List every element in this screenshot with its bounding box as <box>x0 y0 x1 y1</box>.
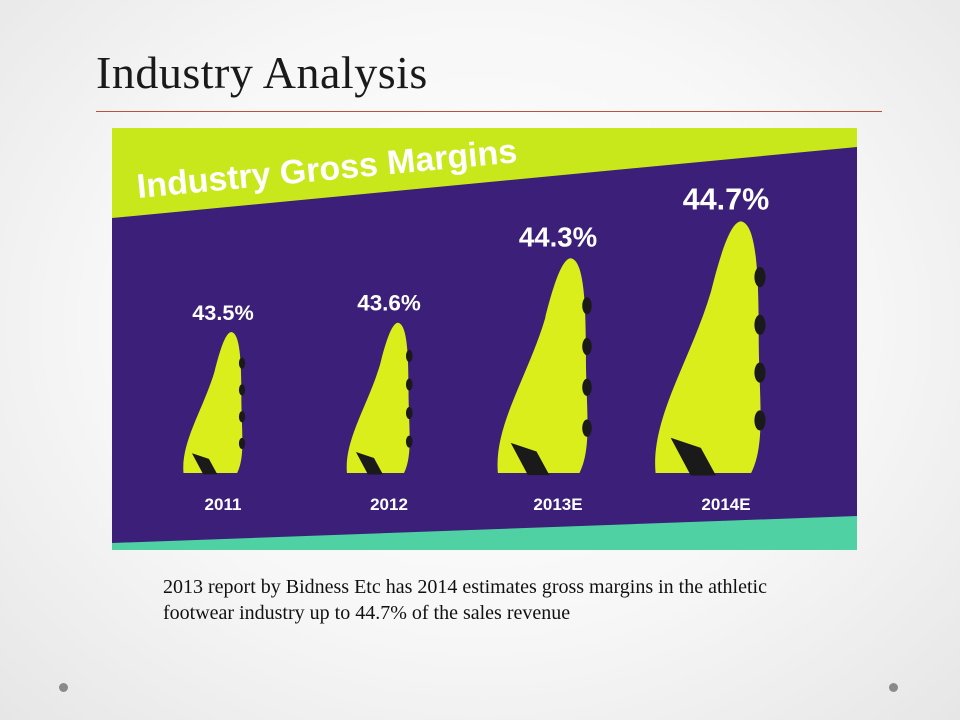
title-banner <box>112 128 857 218</box>
cleat-stud-2012-1 <box>405 407 413 420</box>
cleat-stud-2013E-1 <box>582 378 592 396</box>
cleat-stud-2014E-2 <box>754 314 766 335</box>
title-divider <box>96 111 882 112</box>
cleat-2014E <box>655 221 761 473</box>
cleat-stud-2011-3 <box>238 357 246 369</box>
cleat-heel-2012 <box>355 451 383 475</box>
slide-title: Industry Analysis <box>96 47 428 98</box>
cleat-stud-2013E-0 <box>582 419 592 437</box>
value-label-2013E: 44.3% <box>519 221 597 252</box>
footer-dot-right <box>889 683 898 692</box>
cleat-stud-2014E-0 <box>754 410 766 431</box>
cleat-stud-2011-1 <box>238 411 246 423</box>
cleat-2011 <box>183 331 243 473</box>
caption-text: 2013 report by Bidness Etc has 2014 esti… <box>163 576 767 624</box>
value-label-2014E: 44.7% <box>683 182 769 216</box>
value-label-2012: 43.6% <box>357 291 421 316</box>
value-label-2011: 43.5% <box>192 300 254 325</box>
category-label-2012: 2012 <box>370 495 408 514</box>
footer-dot-left <box>59 683 68 692</box>
cleat-2012 <box>346 322 410 473</box>
cleat-stud-2012-3 <box>405 349 413 362</box>
cleat-stud-2012-2 <box>405 378 413 391</box>
floor-band <box>112 516 857 550</box>
cleat-stud-2013E-3 <box>582 297 592 315</box>
cleat-stud-2011-0 <box>238 437 246 450</box>
cleat-stud-2011-2 <box>238 384 246 396</box>
cleat-stud-2014E-3 <box>754 266 766 288</box>
cleat-heel-2011 <box>191 453 218 475</box>
cleat-heel-2014E <box>670 437 716 476</box>
gross-margins-infographic: Industry Gross Margins 43.5% 2011 43.6% 201… <box>112 128 857 550</box>
cleat-2013E <box>497 258 588 473</box>
category-label-2013E: 2013E <box>533 495 582 514</box>
chart-svg: Industry Gross Margins 43.5%201143.6%201… <box>112 128 857 550</box>
cleat-stud-2013E-2 <box>582 337 592 356</box>
category-label-2014E: 2014E <box>701 495 750 514</box>
category-label-2011: 2011 <box>205 495 242 514</box>
cleat-stud-2014E-1 <box>754 362 766 383</box>
cleat-stud-2012-0 <box>405 435 413 448</box>
cleat-heel-2013E <box>510 442 550 476</box>
